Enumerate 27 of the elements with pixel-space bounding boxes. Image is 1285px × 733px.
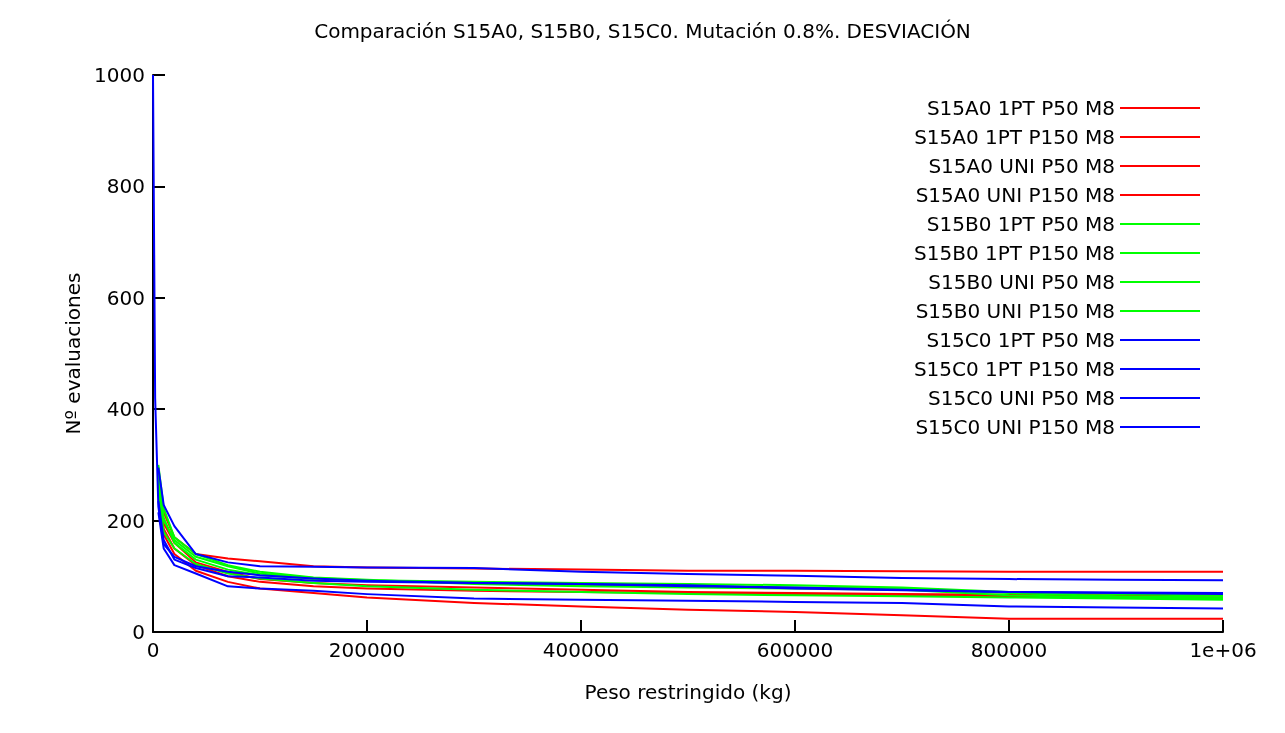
- legend-label: S15C0 UNI P150 M8: [915, 415, 1115, 439]
- x-tick-label: 600000: [756, 638, 834, 662]
- legend-label: S15C0 1PT P150 M8: [913, 357, 1115, 381]
- y-tick-label: 200: [106, 508, 145, 533]
- chart-title: Comparación S15A0, S15B0, S15C0. Mutación 0.8%. DESVIACIÓN: [314, 19, 971, 43]
- legend-label: S15B0 UNI P50 M8: [928, 270, 1115, 294]
- x-tick-label: 400000: [542, 638, 620, 662]
- legend-label: S15A0 UNI P150 M8: [915, 183, 1115, 207]
- y-tick-label: 600: [106, 285, 145, 310]
- y-axis-title: Nº evaluaciones: [61, 272, 86, 435]
- legend-label: S15A0 1PT P150 M8: [914, 125, 1115, 149]
- y-tick-label: 1000: [94, 63, 145, 87]
- x-tick-label: 800000: [970, 638, 1048, 662]
- x-tick-label: 1e+06: [1189, 638, 1257, 662]
- legend-label: S15B0 UNI P150 M8: [915, 299, 1115, 323]
- legend-label: S15C0 1PT P50 M8: [926, 328, 1115, 352]
- y-tick-label: 0: [132, 620, 145, 644]
- legend-label: S15C0 UNI P50 M8: [928, 386, 1115, 410]
- x-tick-label: 0: [146, 638, 160, 662]
- y-tick-label: 800: [106, 174, 145, 199]
- x-tick-label: 200000: [328, 638, 406, 662]
- y-tick-label: 400: [106, 397, 145, 422]
- legend-label: S15B0 1PT P50 M8: [926, 212, 1115, 236]
- legend-label: S15B0 1PT P150 M8: [914, 241, 1115, 265]
- x-axis-title: Peso restringido (kg): [584, 680, 792, 704]
- legend-label: S15A0 UNI P50 M8: [928, 154, 1115, 178]
- legend-label: S15A0 1PT P50 M8: [926, 96, 1115, 120]
